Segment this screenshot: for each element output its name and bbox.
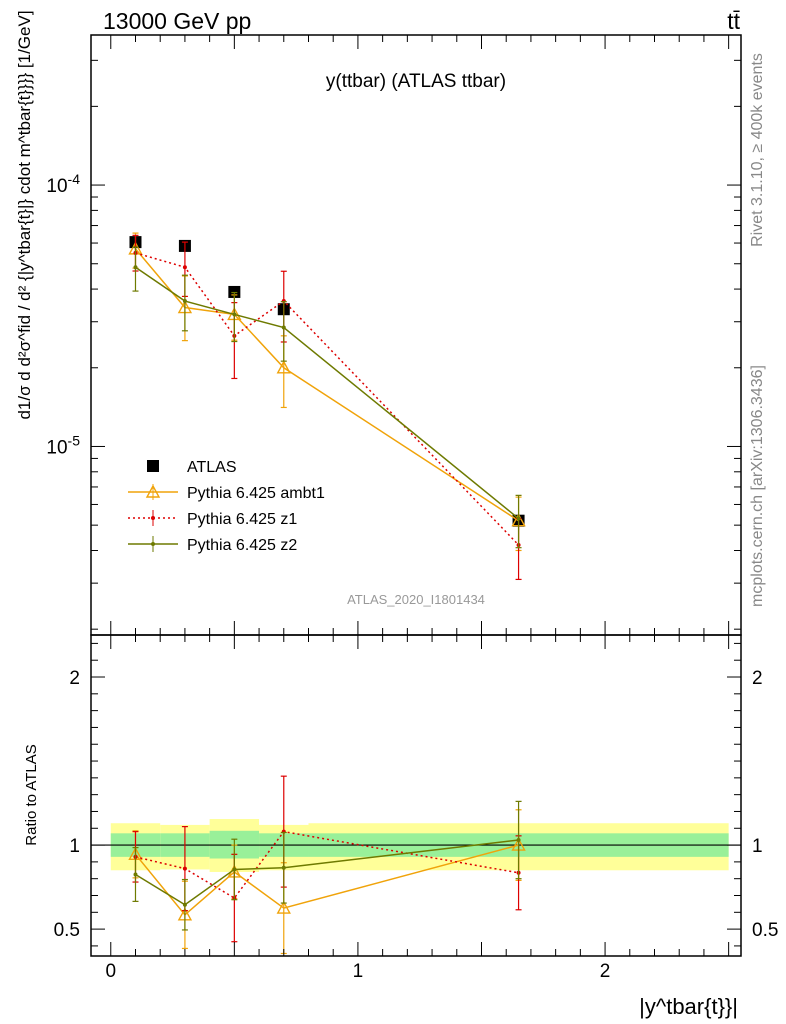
legend-marker [145, 484, 161, 498]
ratio-point [182, 866, 187, 871]
data-point [281, 325, 286, 330]
data-point [182, 265, 187, 270]
ratio-point [516, 838, 521, 843]
process-label: tt̄ [727, 8, 740, 34]
main-series [128, 232, 526, 581]
legend-label: ATLAS [187, 459, 237, 476]
series-line [135, 266, 520, 520]
collision-label: 13000 GeV pp [103, 8, 251, 34]
y-tick-label: 10-4 [46, 171, 80, 197]
ratio-series-2 [132, 800, 522, 931]
ratio-point [182, 902, 187, 907]
ratio-line [135, 830, 519, 900]
series-1 [128, 232, 526, 552]
plot-title: y(ttbar) (ATLAS ttbar) [326, 71, 506, 92]
ratio-frame [90, 634, 742, 957]
x-tick-label: 1 [353, 961, 364, 982]
x-tick-label: 0 [105, 961, 116, 982]
x-axis-label: |y^tbar{t}}| [639, 994, 738, 1019]
rivet-version-label: Rivet 3.1.10, ≥ 400k events [749, 53, 766, 247]
data-point [182, 299, 187, 304]
ratio-y-tick-label-right: 1 [752, 836, 763, 857]
legend-label: Pythia 6.425 ambt1 [187, 485, 325, 502]
ratio-point [232, 867, 237, 872]
data-point [276, 360, 291, 374]
data-point [133, 265, 138, 270]
ratio-point [281, 865, 286, 870]
legend-marker [151, 516, 155, 520]
ratio-point [133, 872, 138, 877]
mcplots-reference-label: mcplots.cern.ch [arXiv:1306.3436] [749, 365, 766, 607]
x-tick-label: 2 [600, 961, 611, 982]
series-line [134, 248, 519, 522]
data-point [232, 312, 237, 317]
analysis-watermark: ATLAS_2020_I1801434 [347, 592, 485, 607]
series-3 [132, 246, 522, 549]
ratio-y-tick-label: 1 [69, 836, 80, 857]
series-0 [129, 236, 525, 527]
ratio-y-tick-label: 2 [69, 668, 80, 689]
ratio-y-tick-label-right: 0.5 [752, 920, 778, 941]
y-tick-label: 10-5 [46, 432, 80, 458]
main-axes: 10-4 10-5 [46, 34, 742, 636]
ratio-y-axis-label: Ratio to ATLAS [23, 744, 40, 845]
legend-marker [151, 542, 155, 546]
ratio-axes: 0.5 0.5 1 1 2 2 0 1 2 [54, 634, 778, 982]
legend-label: Pythia 6.425 z2 [187, 537, 297, 554]
ratio-y-tick-label: 0.5 [54, 920, 80, 941]
legend-label: Pythia 6.425 z1 [187, 511, 297, 528]
legend-marker [147, 460, 159, 472]
ratio-uncertainty-bands [91, 819, 741, 872]
ratio-y-tick-label-right: 2 [752, 668, 763, 689]
data-point [516, 516, 521, 521]
ratio-point [276, 900, 291, 914]
ratio-series [128, 775, 526, 955]
main-y-axis-label: d1/σ d d²σ^fid / d² {|y^tbar{t}|} cdot m… [15, 10, 34, 419]
legend: ATLAS Pythia 6.425 ambt1 Pythia 6.425 z1 Py… [128, 459, 325, 554]
